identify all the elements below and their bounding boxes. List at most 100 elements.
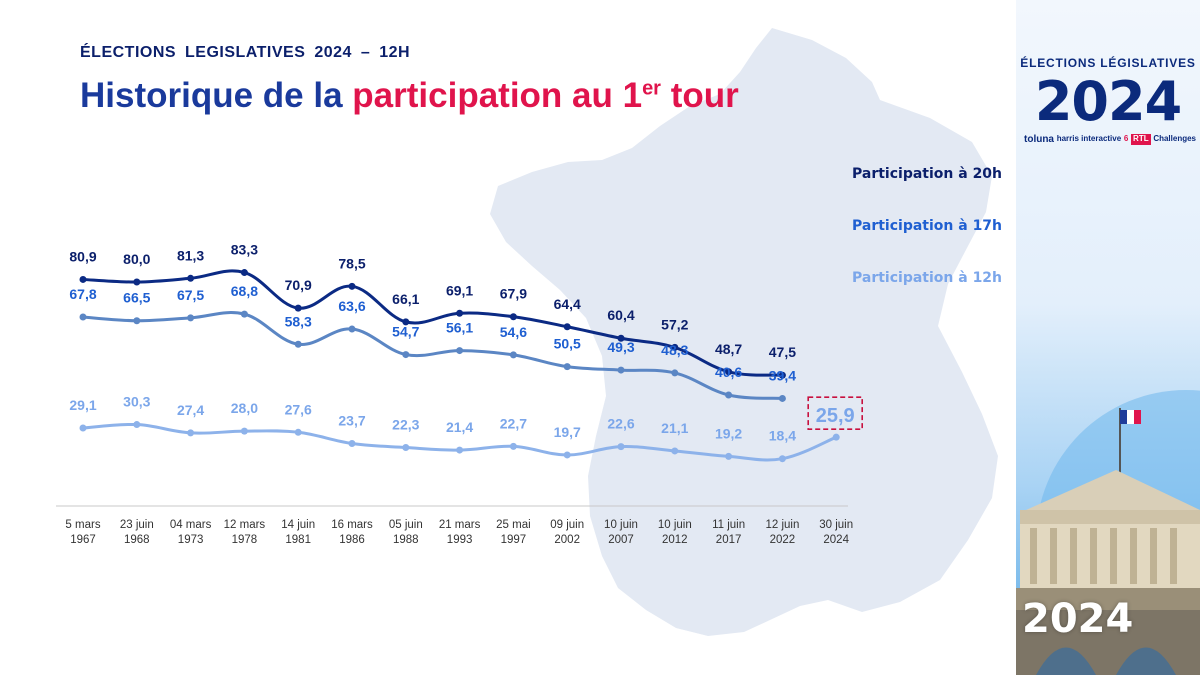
logo-harris: harris interactive <box>1056 134 1122 143</box>
data-point <box>187 274 195 282</box>
data-point <box>79 313 87 321</box>
data-label: 58,3 <box>285 313 312 329</box>
data-point <box>509 351 517 359</box>
legend-20h: Participation à 20h <box>852 166 1003 182</box>
data-label: 67,9 <box>500 286 527 302</box>
participation-chart: 80,9 80,0 81,3 83,3 70,9 78,5 66,1 69,1 67,9 64,4… <box>56 28 998 636</box>
data-label: 48,3 <box>661 342 688 358</box>
assemblee-illustration <box>1016 390 1200 675</box>
panel-year: 2024 <box>1034 70 1182 133</box>
data-point <box>778 371 786 379</box>
x-tick-label: 14 juin 1981 <box>281 519 315 546</box>
data-point <box>79 424 87 432</box>
data-label: 22,7 <box>500 415 527 431</box>
title-part-2: participation au 1 <box>352 76 643 115</box>
data-point <box>294 428 302 436</box>
highlight-box <box>807 396 864 430</box>
data-label: 28,0 <box>231 400 258 416</box>
x-tick-label: 21 mars 1993 <box>439 519 481 546</box>
data-label: 80,0 <box>123 251 150 267</box>
legend-12h: Participation à 12h <box>852 270 1003 286</box>
x-tick-label: 25 mai 1997 <box>496 519 531 546</box>
x-tick-label: 5 mars 1967 <box>65 519 100 546</box>
logo-rtl: RTL <box>1131 134 1151 145</box>
data-label: 23,7 <box>338 412 365 428</box>
data-label: 22,6 <box>607 416 634 432</box>
data-label-highlight: 25,9 <box>816 405 855 427</box>
logo-toluna: toluna <box>1024 134 1054 145</box>
data-point <box>456 347 464 355</box>
x-tick-label: 12 juin 2022 <box>765 519 799 546</box>
partner-logos: toluna harris interactive 6 RTL Challeng… <box>1024 134 1196 145</box>
data-label: 18,4 <box>769 428 796 444</box>
data-point <box>402 444 410 452</box>
data-label: 67,8 <box>69 286 96 302</box>
logo-6: 6 <box>1123 134 1129 143</box>
data-label: 48,7 <box>715 341 742 357</box>
data-label: 40,6 <box>715 364 742 380</box>
data-label: 39,4 <box>769 367 796 383</box>
title-part-1: Historique de la <box>80 76 353 115</box>
x-tick-label: 12 mars 1978 <box>224 519 266 546</box>
data-point <box>832 433 840 441</box>
data-point <box>133 421 141 429</box>
data-point <box>563 451 571 459</box>
data-point <box>456 309 464 317</box>
data-point <box>617 366 625 374</box>
data-label: 22,3 <box>392 417 419 433</box>
series-line-0 <box>82 269 783 377</box>
data-label: 19,7 <box>554 424 581 440</box>
data-point <box>348 282 356 290</box>
data-point <box>778 455 786 463</box>
data-point <box>348 439 356 447</box>
data-label: 66,1 <box>392 291 419 307</box>
data-point <box>778 394 786 402</box>
title-superscript: er <box>642 77 661 100</box>
data-point <box>456 446 464 454</box>
data-label: 70,9 <box>285 277 312 293</box>
data-label: 27,4 <box>177 402 204 418</box>
data-point <box>671 343 679 351</box>
data-label: 54,6 <box>500 324 527 340</box>
france-map-shape <box>490 28 998 636</box>
panel-subtitle: ÉLECTIONS LÉGISLATIVES <box>1020 56 1196 70</box>
data-label: 64,4 <box>554 296 581 312</box>
data-point <box>348 325 356 333</box>
data-label: 21,4 <box>446 419 473 435</box>
data-point <box>671 369 679 377</box>
data-label: 67,5 <box>177 287 204 303</box>
data-label: 57,2 <box>661 316 688 332</box>
header-kicker: ÉLECTIONS LEGISLATIVES 2024 – 12H <box>80 44 411 61</box>
data-label: 19,2 <box>715 425 742 441</box>
data-label: 27,6 <box>285 401 312 417</box>
x-tick-label: 11 juin 2017 <box>712 519 745 546</box>
data-label: 56,1 <box>446 320 473 336</box>
title-part-3: tour <box>660 76 739 115</box>
data-point <box>563 363 571 371</box>
data-point <box>563 323 571 331</box>
data-point <box>617 443 625 451</box>
title-highlight: participation au 1er <box>352 76 661 115</box>
data-label: 21,1 <box>661 420 688 436</box>
data-label: 80,9 <box>69 248 96 264</box>
data-label: 63,6 <box>338 298 365 314</box>
data-point <box>671 447 679 455</box>
x-tick-label: 16 mars 1986 <box>331 519 373 546</box>
data-point <box>509 313 517 321</box>
x-tick-label: 23 juin 1968 <box>120 519 154 546</box>
x-tick-label: 30 juin 2024 <box>819 519 853 546</box>
data-label: 83,3 <box>231 242 258 258</box>
page-title: Historique de la participation au 1er to… <box>80 76 739 116</box>
logo-challenges: Challenges <box>1153 134 1196 143</box>
data-label: 50,5 <box>554 336 581 352</box>
data-point <box>725 368 733 376</box>
data-point <box>240 310 248 318</box>
series-line-1 <box>82 311 783 400</box>
x-tick-label: 05 juin 1988 <box>389 519 423 546</box>
data-label: 68,8 <box>231 283 258 299</box>
data-point <box>133 317 141 325</box>
data-point <box>725 391 733 399</box>
x-tick-label: 09 juin 2002 <box>550 519 584 546</box>
data-point <box>240 269 248 277</box>
legend-17h: Participation à 17h <box>852 218 1003 234</box>
